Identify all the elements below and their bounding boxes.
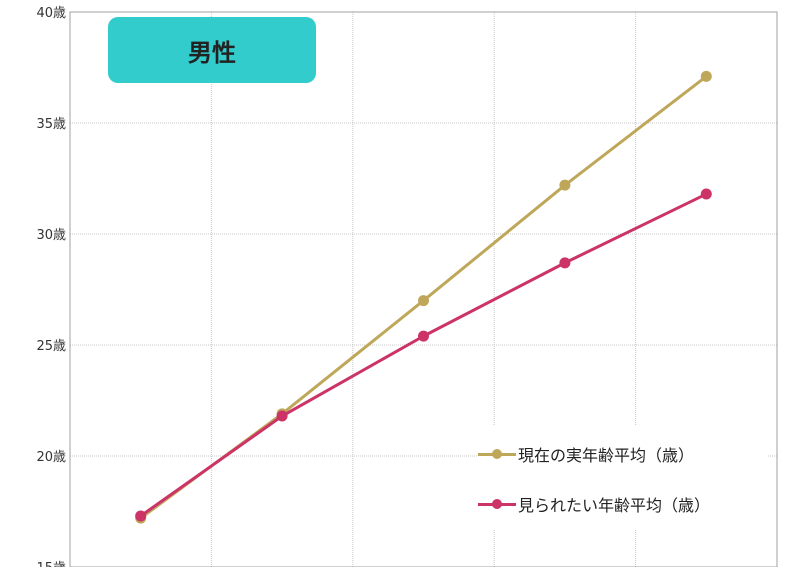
plot-border	[69, 11, 778, 567]
y-tick-label: 25歳	[36, 339, 66, 354]
legend-swatch-current-age	[478, 449, 516, 459]
data-point	[276, 410, 288, 422]
data-point	[559, 179, 571, 191]
data-point	[135, 510, 147, 522]
data-point	[418, 295, 429, 307]
chart-title: 男性	[108, 17, 316, 83]
y-axis-tick-labels: 15歳 20歳 25歳 30歳 35歳 40歳	[36, 6, 66, 567]
y-tick-label: 40歳	[36, 6, 66, 21]
legend-item-desired-age: 見られたい年齢平均（歳）	[478, 479, 768, 529]
data-point	[700, 188, 712, 200]
legend-label-current-age: 現在の実年齢平均（歳）	[518, 446, 695, 465]
legend-swatch-desired-age	[478, 499, 516, 509]
legend-label-desired-age: 見られたい年齢平均（歳）	[518, 496, 711, 515]
y-tick-label: 15歳	[36, 561, 66, 567]
data-point	[559, 257, 571, 269]
y-tick-label: 30歳	[36, 228, 66, 243]
legend-item-current-age: 現在の実年齢平均（歳）	[478, 429, 768, 479]
data-point	[700, 70, 712, 82]
y-tick-label: 20歳	[36, 450, 66, 465]
series-lines	[135, 70, 712, 524]
data-point	[418, 330, 429, 342]
legend: 現在の実年齢平均（歳） 見られたい年齢平均（歳）	[478, 425, 768, 529]
y-tick-label: 35歳	[36, 117, 66, 132]
